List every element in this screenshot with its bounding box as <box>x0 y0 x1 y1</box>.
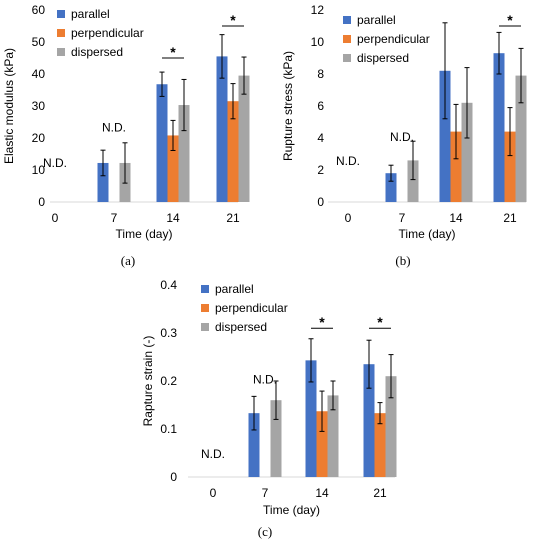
panel-label: (c) <box>258 524 272 539</box>
legend-swatch-dispersed <box>57 48 65 56</box>
bar-dispersed <box>385 376 397 477</box>
y-tick-label: 0 <box>317 195 324 209</box>
legend-label-dispersed: dispersed <box>215 320 267 334</box>
bar-dispersed <box>178 105 190 202</box>
y-tick-label: 0.3 <box>160 326 177 340</box>
y-tick-label: 0 <box>170 470 177 484</box>
y-tick-label: 0 <box>38 195 45 209</box>
y-tick-label: 6 <box>317 99 324 113</box>
panel-label: (b) <box>395 253 410 268</box>
bar-parallel <box>97 162 109 202</box>
y-tick-label: 10 <box>311 35 325 49</box>
y-tick-label: 20 <box>32 131 46 145</box>
y-tick-label: 8 <box>317 67 324 81</box>
x-axis-title: Time (day) <box>399 227 456 241</box>
significance-star: * <box>319 314 325 330</box>
bar-perpendicular <box>504 131 516 202</box>
significance-star: * <box>507 12 513 28</box>
x-tick-label: 14 <box>449 211 463 225</box>
y-tick-label: 50 <box>32 35 46 49</box>
y-axis-title: Rupture stress (kPa) <box>281 51 295 161</box>
x-tick-label: 21 <box>226 211 240 225</box>
x-tick-label: 0 <box>345 211 352 225</box>
bar-parallel <box>439 70 451 202</box>
y-tick-label: 0.4 <box>160 278 177 292</box>
bar-parallel <box>493 53 505 203</box>
chart-panel-3: 0 0.1 0.2 0.3 0.4 0 7 14 21 Rapture strain (-) Tim… <box>141 278 397 539</box>
x-tick-label: 7 <box>399 211 406 225</box>
significance-star: * <box>230 12 236 28</box>
legend-label-dispersed: dispersed <box>71 45 123 59</box>
bar-parallel <box>305 360 317 477</box>
bar-parallel <box>385 173 397 202</box>
x-tick-label: 7 <box>262 486 269 500</box>
legend-swatch-parallel <box>201 285 209 293</box>
legend-swatch-parallel <box>57 10 65 18</box>
bar-parallel <box>363 364 375 477</box>
bar-parallel <box>248 413 260 477</box>
bar-dispersed <box>270 400 282 477</box>
x-tick-label: 0 <box>210 486 217 500</box>
significance-star: * <box>377 314 383 330</box>
legend-swatch-parallel <box>343 16 351 24</box>
y-tick-label: 12 <box>311 3 325 17</box>
x-tick-label: 14 <box>315 486 329 500</box>
legend-label-perpendicular: perpendicular <box>357 32 430 46</box>
not-detected-label: N.D. <box>390 130 414 144</box>
panel-label: (a) <box>121 253 135 268</box>
legend-swatch-dispersed <box>201 323 209 331</box>
bar-perpendicular <box>450 131 462 202</box>
not-detected-label: N.D. <box>253 372 277 386</box>
not-detected-label: N.D. <box>336 154 360 168</box>
y-tick-label: 2 <box>317 163 324 177</box>
legend-swatch-perpendicular <box>201 304 209 312</box>
legend-label-parallel: parallel <box>71 7 110 21</box>
legend-label-dispersed: dispersed <box>357 51 409 65</box>
y-tick-label: 60 <box>32 3 46 17</box>
not-detected-label: N.D. <box>43 156 67 170</box>
bar-dispersed <box>515 75 527 202</box>
bar-dispersed <box>407 160 419 202</box>
bar-perpendicular <box>374 413 386 477</box>
y-tick-label: 30 <box>32 99 46 113</box>
chart-panel-1: 0 10 20 30 40 50 60 0 7 14 21 Elastic modulus (kPa)… <box>2 3 250 268</box>
legend-label-perpendicular: perpendicular <box>71 26 144 40</box>
x-tick-label: 21 <box>503 211 517 225</box>
significance-star: * <box>170 44 176 60</box>
y-tick-label: 40 <box>32 67 46 81</box>
x-tick-label: 21 <box>373 486 387 500</box>
legend-swatch-perpendicular <box>343 35 351 43</box>
x-tick-label: 0 <box>52 211 59 225</box>
bar-parallel <box>156 84 168 202</box>
bar-dispersed <box>238 75 250 202</box>
y-tick-label: 10 <box>32 163 46 177</box>
not-detected-label: N.D. <box>201 447 225 461</box>
x-axis-title: Time (day) <box>116 227 173 241</box>
bar-dispersed <box>461 102 473 202</box>
bar-parallel <box>216 56 228 203</box>
not-detected-label: N.D. <box>102 121 126 135</box>
legend-label-perpendicular: perpendicular <box>215 301 288 315</box>
x-tick-label: 7 <box>111 211 118 225</box>
chart-panel-2: 0 2 4 6 8 10 12 0 7 14 21 Rupture stress (kPa) Time … <box>281 3 527 268</box>
x-tick-label: 14 <box>166 211 180 225</box>
legend-swatch-dispersed <box>343 54 351 62</box>
bar-perpendicular <box>316 411 328 477</box>
y-tick-label: 4 <box>317 131 324 145</box>
y-axis-title: Rapture strain (-) <box>141 336 155 427</box>
legend-label-parallel: parallel <box>215 282 254 296</box>
bar-perpendicular <box>167 135 179 202</box>
legend-label-parallel: parallel <box>357 13 396 27</box>
bar-dispersed <box>327 395 339 477</box>
legend-swatch-perpendicular <box>57 29 65 37</box>
y-tick-label: 0.2 <box>160 374 177 388</box>
bar-perpendicular <box>227 101 239 202</box>
x-axis-title: Time (day) <box>263 503 320 517</box>
y-axis-title: Elastic modulus (kPa) <box>2 48 16 164</box>
y-tick-label: 0.1 <box>160 422 177 436</box>
